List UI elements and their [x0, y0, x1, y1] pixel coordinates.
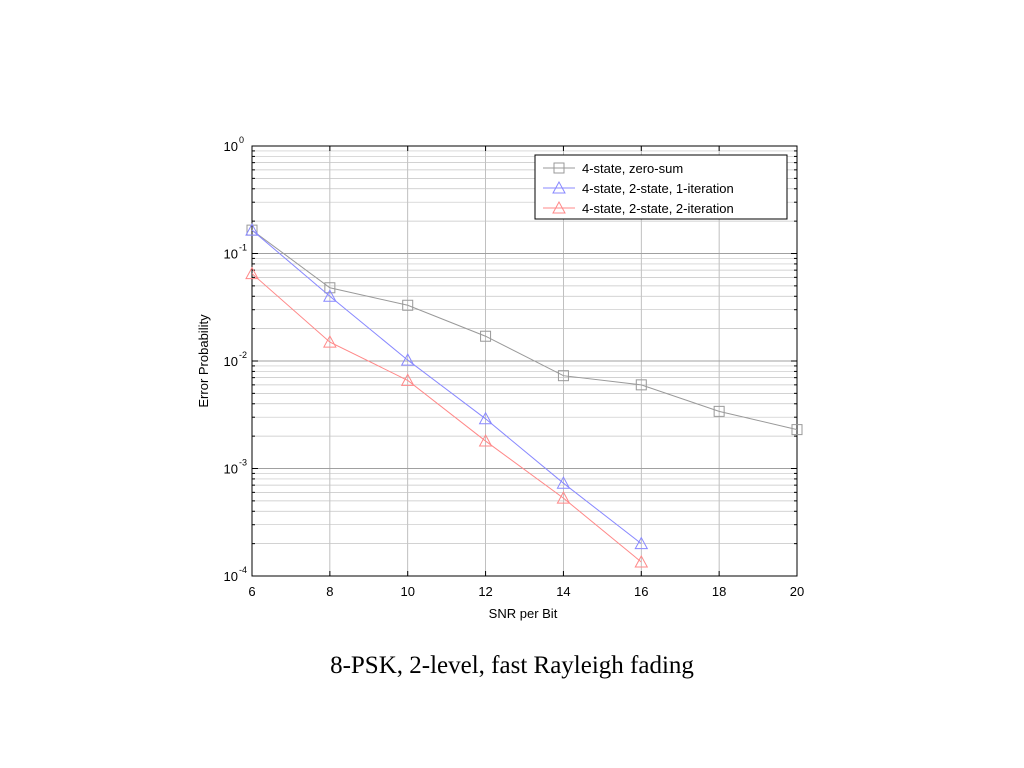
x-tick-label: 6	[248, 584, 255, 599]
y-tick-exponent: -2	[239, 350, 247, 360]
legend-marker	[552, 200, 566, 214]
x-tick-label: 10	[400, 584, 414, 599]
legend-entry: 4-state, zero-sum	[582, 161, 683, 176]
legend-marker	[552, 180, 566, 194]
data-point	[635, 379, 647, 391]
y-tick-label: 10	[224, 139, 238, 154]
series-3	[245, 266, 649, 568]
y-tick-label: 10	[224, 462, 238, 477]
legend: 4-state, zero-sum 4-state, 2-state, 1-ite…	[534, 154, 788, 220]
legend-entry: 4-state, 2-state, 1-iteration	[582, 181, 734, 196]
data-point	[323, 335, 337, 348]
y-tick-exponent: -3	[239, 458, 247, 468]
data-point	[634, 554, 649, 568]
data-point	[400, 373, 415, 386]
data-point	[791, 424, 803, 436]
x-tick-label: 18	[712, 584, 726, 599]
data-point	[324, 282, 336, 294]
data-point	[556, 491, 571, 504]
y-tick-label: 10	[224, 247, 238, 262]
data-point	[713, 405, 725, 417]
x-tick-label: 20	[790, 584, 804, 599]
series-2	[245, 223, 649, 550]
data-point	[556, 476, 571, 489]
figure-caption: 8-PSK, 2-level, fast Rayleigh fading	[330, 652, 694, 679]
data-point	[478, 434, 493, 447]
x-tick-label: 8	[326, 584, 333, 599]
data-point	[245, 266, 259, 280]
data-point	[402, 299, 414, 311]
y-tick-label: 10	[224, 354, 238, 369]
series-line	[251, 273, 642, 563]
series-1	[246, 224, 803, 436]
x-axis-label: SNR per Bit	[489, 606, 558, 621]
x-tick-label: 16	[634, 584, 648, 599]
x-tick-label: 12	[478, 584, 492, 599]
y-tick-exponent: 0	[239, 135, 244, 145]
legend-box	[534, 154, 788, 220]
x-tick-label: 14	[556, 584, 570, 599]
y-axis-label: Error Probability	[196, 314, 211, 408]
y-tick-exponent: -1	[239, 243, 247, 253]
y-tick-label: 10	[224, 569, 238, 584]
legend-marker	[553, 162, 565, 174]
data-point	[400, 353, 415, 366]
data-point	[323, 289, 337, 302]
data-point	[478, 411, 493, 425]
data-point	[634, 536, 649, 550]
data-point	[245, 223, 259, 236]
series-line	[251, 229, 642, 545]
y-tick-exponent: -4	[239, 565, 247, 575]
data-point	[557, 370, 569, 382]
data-point	[480, 330, 492, 342]
legend-entry: 4-state, 2-state, 2-iteration	[582, 201, 734, 216]
series	[245, 223, 803, 568]
series-line	[251, 229, 798, 431]
